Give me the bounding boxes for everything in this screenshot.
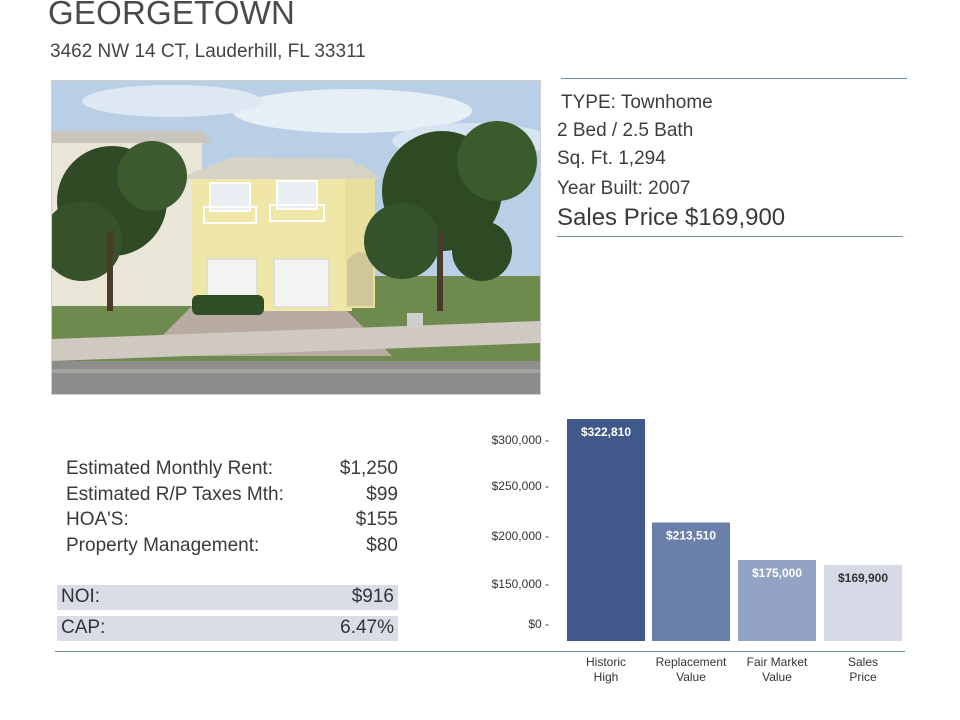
- x-category-label: Value: [676, 670, 706, 684]
- expense-label-rent: Estimated Monthly Rent:: [66, 458, 273, 479]
- y-tick-label: $150,000 -: [492, 577, 549, 591]
- noi-label: NOI:: [61, 586, 101, 607]
- valuation-bar-chart: $300,000 - $250,000 - $200,000 - $150,000 -…: [492, 419, 902, 684]
- x-category-label: High: [594, 670, 619, 684]
- chart-baseline-rule: [55, 651, 905, 652]
- spec-square-feet: Sq. Ft. 1,294: [557, 148, 666, 169]
- noi-row: NOI: $916: [57, 585, 398, 610]
- specs-top-rule: [561, 78, 907, 79]
- x-category-label: Price: [849, 670, 877, 684]
- x-category-label: Replacement: [656, 655, 727, 669]
- expense-label-hoa: HOA'S:: [66, 509, 129, 530]
- y-tick-label: $250,000 -: [492, 479, 549, 493]
- bar-1: [652, 522, 730, 641]
- expense-value-management: $80: [366, 535, 398, 556]
- expense-value-hoa: $155: [355, 509, 398, 530]
- spec-type: TYPE: Townhome: [561, 92, 713, 113]
- x-category-label: Value: [762, 670, 792, 684]
- specs-bottom-rule: [557, 236, 903, 237]
- y-tick-label: $300,000 -: [492, 433, 549, 447]
- spec-year-built: Year Built: 2007: [557, 178, 691, 199]
- bar-value-label: $175,000: [752, 566, 802, 580]
- spec-beds-baths: 2 Bed / 2.5 Bath: [557, 120, 694, 141]
- bar-2: [738, 560, 816, 641]
- spec-sales-price: Sales Price $169,900: [557, 204, 786, 231]
- expense-label-management: Property Management:: [66, 535, 260, 556]
- bar-value-label: $213,510: [666, 528, 716, 542]
- cap-value: 6.47%: [340, 617, 394, 638]
- property-photo: [51, 80, 541, 395]
- expense-value-rent: $1,250: [339, 458, 398, 479]
- x-category-label: Fair Market: [747, 655, 808, 669]
- expense-value-taxes: $99: [366, 484, 398, 505]
- x-category-label: Historic: [586, 655, 626, 669]
- cap-row: CAP: 6.47%: [57, 616, 398, 641]
- expense-label-taxes: Estimated R/P Taxes Mth:: [66, 484, 284, 505]
- property-title: GEORGETOWN: [48, 0, 296, 31]
- property-address: 3462 NW 14 CT, Lauderhill, FL 33311: [50, 41, 366, 62]
- bar-3: [824, 564, 902, 641]
- bar-value-label: $322,810: [581, 425, 631, 439]
- bar-value-label: $169,900: [838, 571, 888, 585]
- y-tick-label: $200,000 -: [492, 529, 549, 543]
- cap-label: CAP:: [61, 617, 106, 638]
- noi-value: $916: [351, 586, 394, 607]
- x-category-label: Sales: [848, 655, 878, 669]
- bar-0: [567, 419, 645, 641]
- y-tick-label: $0 -: [528, 617, 549, 631]
